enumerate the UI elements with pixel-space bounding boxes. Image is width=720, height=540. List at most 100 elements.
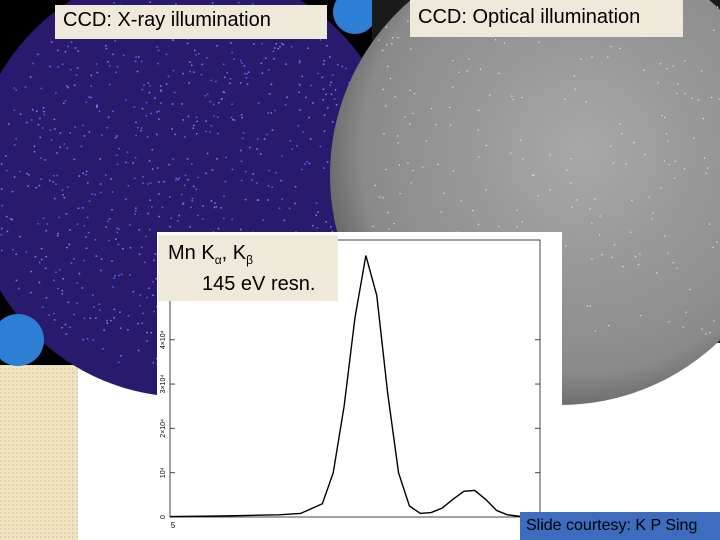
speckle bbox=[440, 211, 442, 213]
speckle bbox=[12, 248, 14, 251]
speckle bbox=[44, 267, 47, 270]
speckle bbox=[264, 57, 267, 59]
speckle bbox=[135, 134, 137, 137]
speckle bbox=[437, 163, 439, 166]
speckle bbox=[145, 235, 147, 238]
speckle bbox=[69, 132, 72, 134]
speckle bbox=[231, 103, 233, 105]
speckle bbox=[156, 111, 158, 113]
speckle bbox=[88, 131, 91, 133]
speckle bbox=[280, 179, 282, 182]
speckle bbox=[6, 230, 9, 233]
speckle bbox=[652, 212, 654, 214]
speckle bbox=[33, 145, 36, 147]
speckle bbox=[386, 44, 388, 46]
speckle bbox=[33, 150, 36, 153]
speckle bbox=[43, 110, 45, 113]
speckle bbox=[173, 91, 176, 94]
speckle bbox=[74, 47, 77, 49]
speckle bbox=[99, 183, 102, 185]
speckle bbox=[664, 235, 666, 237]
speckle bbox=[374, 184, 376, 186]
speckle bbox=[256, 148, 258, 150]
speckle bbox=[116, 135, 118, 137]
speckle bbox=[13, 87, 16, 89]
speckle bbox=[157, 49, 160, 52]
speckle bbox=[141, 88, 144, 91]
speckle bbox=[210, 125, 213, 127]
speckle bbox=[196, 120, 198, 123]
speckle bbox=[156, 167, 159, 169]
speckle bbox=[308, 162, 311, 165]
speckle bbox=[11, 190, 14, 193]
speckle bbox=[246, 72, 248, 75]
y-tick-label: 3×10⁴ bbox=[160, 375, 167, 394]
speckle bbox=[141, 107, 144, 110]
speckle bbox=[140, 129, 142, 132]
speckle bbox=[323, 59, 326, 62]
speckle bbox=[53, 319, 56, 321]
speckle bbox=[137, 322, 139, 325]
speckle bbox=[138, 253, 141, 256]
speckle bbox=[301, 75, 303, 78]
speckle bbox=[389, 78, 392, 80]
speckle bbox=[30, 270, 33, 273]
speckle bbox=[580, 58, 582, 60]
speckle bbox=[237, 1, 240, 4]
speckle bbox=[322, 98, 324, 101]
speckle bbox=[64, 50, 67, 53]
speckle bbox=[153, 259, 155, 262]
speckle bbox=[267, 185, 270, 187]
speckle bbox=[148, 91, 151, 94]
speckle bbox=[643, 69, 645, 71]
speckle bbox=[69, 229, 71, 231]
speckle bbox=[65, 213, 68, 215]
speckle bbox=[94, 239, 97, 241]
speckle bbox=[711, 96, 713, 99]
speckle bbox=[298, 60, 301, 62]
speckle bbox=[201, 218, 204, 220]
speckle bbox=[619, 47, 621, 49]
speckle bbox=[430, 107, 433, 110]
speckle bbox=[271, 186, 274, 188]
speckle bbox=[44, 159, 46, 161]
speckle bbox=[178, 177, 181, 179]
speckle bbox=[118, 274, 120, 277]
speckle bbox=[76, 282, 78, 284]
speckle bbox=[241, 62, 243, 64]
speckle bbox=[251, 179, 253, 181]
speckle bbox=[158, 193, 160, 195]
speckle bbox=[198, 53, 200, 55]
speckle bbox=[171, 103, 174, 105]
speckle bbox=[299, 109, 301, 111]
speckle bbox=[83, 135, 86, 137]
speckle bbox=[231, 218, 233, 221]
speckle bbox=[201, 63, 204, 66]
speckle bbox=[54, 128, 56, 130]
speckle bbox=[331, 121, 334, 123]
speckle bbox=[283, 219, 286, 222]
speckle bbox=[48, 179, 51, 182]
speckle bbox=[57, 232, 59, 235]
speckle bbox=[113, 2, 115, 4]
speckle bbox=[135, 121, 137, 124]
speckle bbox=[397, 135, 399, 137]
speckle bbox=[485, 144, 488, 147]
speckle bbox=[129, 224, 131, 226]
speckle bbox=[586, 305, 589, 307]
optical-label: CCD: Optical illumination bbox=[410, 0, 683, 37]
speckle bbox=[607, 56, 609, 58]
speckle bbox=[26, 121, 28, 124]
speckle bbox=[306, 160, 308, 163]
speckle bbox=[452, 60, 454, 62]
speckle bbox=[591, 56, 593, 58]
speckle bbox=[315, 202, 318, 205]
speckle bbox=[298, 91, 300, 94]
speckle bbox=[591, 222, 593, 224]
speckle bbox=[156, 46, 158, 48]
speckle bbox=[498, 72, 500, 74]
speckle bbox=[104, 174, 107, 176]
speckle bbox=[282, 43, 285, 46]
speckle bbox=[224, 180, 227, 183]
